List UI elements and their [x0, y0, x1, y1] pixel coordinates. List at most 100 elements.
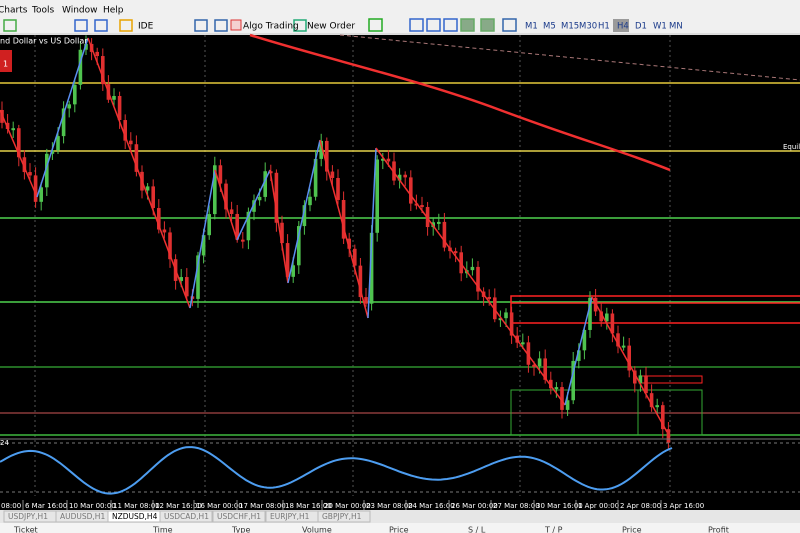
tab-label[interactable]: GBPJPY,H1 [322, 512, 362, 521]
candle-body [17, 128, 21, 158]
candle-body [123, 120, 127, 141]
zigzag [214, 169, 238, 241]
chart-tool-icon[interactable] [460, 18, 475, 32]
candle-body [437, 221, 441, 224]
menu-item[interactable]: Window [62, 6, 98, 16]
trend-dashed [339, 34, 800, 81]
menu-item[interactable]: Charts [0, 6, 28, 16]
tab[interactable] [159, 510, 213, 523]
candle-body [487, 296, 491, 299]
chart-tool-icon[interactable] [426, 18, 441, 32]
candle-body [162, 229, 167, 233]
candle-body [280, 222, 284, 244]
candle-body [157, 208, 161, 230]
tab-label[interactable]: NZDUSD,H4 [112, 512, 158, 521]
time-label: 11 Mar 08:00 [113, 502, 160, 510]
timeframe-button[interactable]: MN [669, 22, 683, 32]
time-label: 10 Mar 00:00 [69, 502, 116, 510]
candle-body [532, 364, 536, 367]
time-label: 6 Mar 16:00 [25, 502, 67, 510]
timeframe-button[interactable]: M30 [579, 22, 597, 32]
chart-tool-icon[interactable] [368, 18, 383, 32]
tab-label[interactable]: USDCAD,H1 [164, 512, 209, 521]
candle-body [196, 255, 200, 299]
candle-body [246, 211, 251, 241]
candle-body [229, 209, 234, 214]
toolbar-icon[interactable] [3, 19, 17, 32]
tab-label[interactable]: USDCHF,H1 [217, 512, 261, 521]
candle-body [409, 177, 413, 204]
candle-body [302, 205, 307, 227]
time-label: 2 Apr 08:00 [620, 502, 661, 510]
candle-body [381, 158, 385, 161]
one-click-panel [0, 50, 12, 72]
tab-label[interactable]: USDJPY,H1 [8, 512, 48, 521]
column-header: Price [622, 526, 642, 533]
column-header: S / L [468, 526, 486, 533]
toolbar-icon[interactable] [293, 19, 307, 32]
candle-body [582, 329, 587, 351]
candle-body [549, 379, 553, 389]
candle-body [319, 140, 323, 159]
new-order-button[interactable]: New Order [307, 22, 355, 32]
candle-body [638, 375, 643, 384]
tab-label[interactable]: EURJPY,H1 [270, 512, 310, 521]
chart-tool-icon[interactable] [443, 18, 458, 32]
toolbar-icon[interactable] [214, 19, 228, 32]
menu-item[interactable]: Help [103, 6, 124, 16]
candle-body [633, 370, 637, 384]
candle-body [386, 158, 391, 162]
menu-item[interactable]: Tools [31, 6, 54, 16]
algo-icon[interactable] [230, 19, 242, 31]
tab[interactable] [317, 510, 371, 523]
candle-body [274, 172, 279, 223]
timeframe-button[interactable]: H4 [617, 22, 629, 32]
chart-tool-icon[interactable] [409, 18, 424, 32]
candle-body [470, 266, 475, 271]
chart-tool-icon[interactable] [502, 18, 517, 32]
candle-body [297, 226, 301, 266]
candle-body [325, 140, 329, 172]
timeframe-button[interactable]: M1 [525, 22, 538, 32]
symbol-label: nd Dollar vs US Dollar [0, 37, 88, 46]
column-header: Ticket [13, 526, 38, 533]
candle-body [509, 312, 514, 336]
timeframe-button[interactable]: W1 [653, 22, 667, 32]
algo-trading-button[interactable]: Algo Trading [243, 22, 299, 32]
candle-body [185, 277, 189, 297]
timeframe-button[interactable]: M15 [561, 22, 579, 32]
candle-body [347, 238, 351, 249]
candle-body [151, 186, 155, 209]
column-header: T / P [544, 526, 563, 533]
toolbar-icon[interactable] [74, 19, 88, 32]
candle-body [213, 165, 217, 215]
one-click-text[interactable]: 1 [3, 60, 8, 69]
candle-body [179, 277, 183, 281]
candle-body [235, 213, 239, 240]
timeframe-button[interactable]: M5 [543, 22, 556, 32]
candle-body [498, 318, 503, 321]
zigzag [287, 139, 321, 284]
tab-label[interactable]: AUDUSD,H1 [60, 512, 105, 521]
candle-body [588, 297, 592, 330]
toolbar-icon[interactable] [94, 19, 108, 32]
table-header [0, 523, 800, 533]
candle-body [571, 360, 575, 401]
ide-button[interactable]: IDE [138, 22, 154, 32]
candle-body [537, 358, 542, 367]
candle-body [526, 342, 531, 365]
toolbar-icon[interactable] [194, 19, 208, 32]
timeframe-button[interactable]: H1 [598, 22, 610, 32]
toolbar-icon[interactable] [119, 19, 133, 32]
candle-body [554, 387, 559, 390]
candle-body [616, 333, 620, 347]
candle-body [263, 171, 267, 197]
candle-body [11, 128, 15, 131]
candle-body [369, 232, 374, 304]
candle-body [358, 265, 363, 298]
chart-tool-icon[interactable] [480, 18, 495, 32]
candle-body [403, 174, 407, 178]
timeframe-button[interactable]: D1 [635, 22, 647, 32]
tab[interactable] [212, 510, 266, 523]
